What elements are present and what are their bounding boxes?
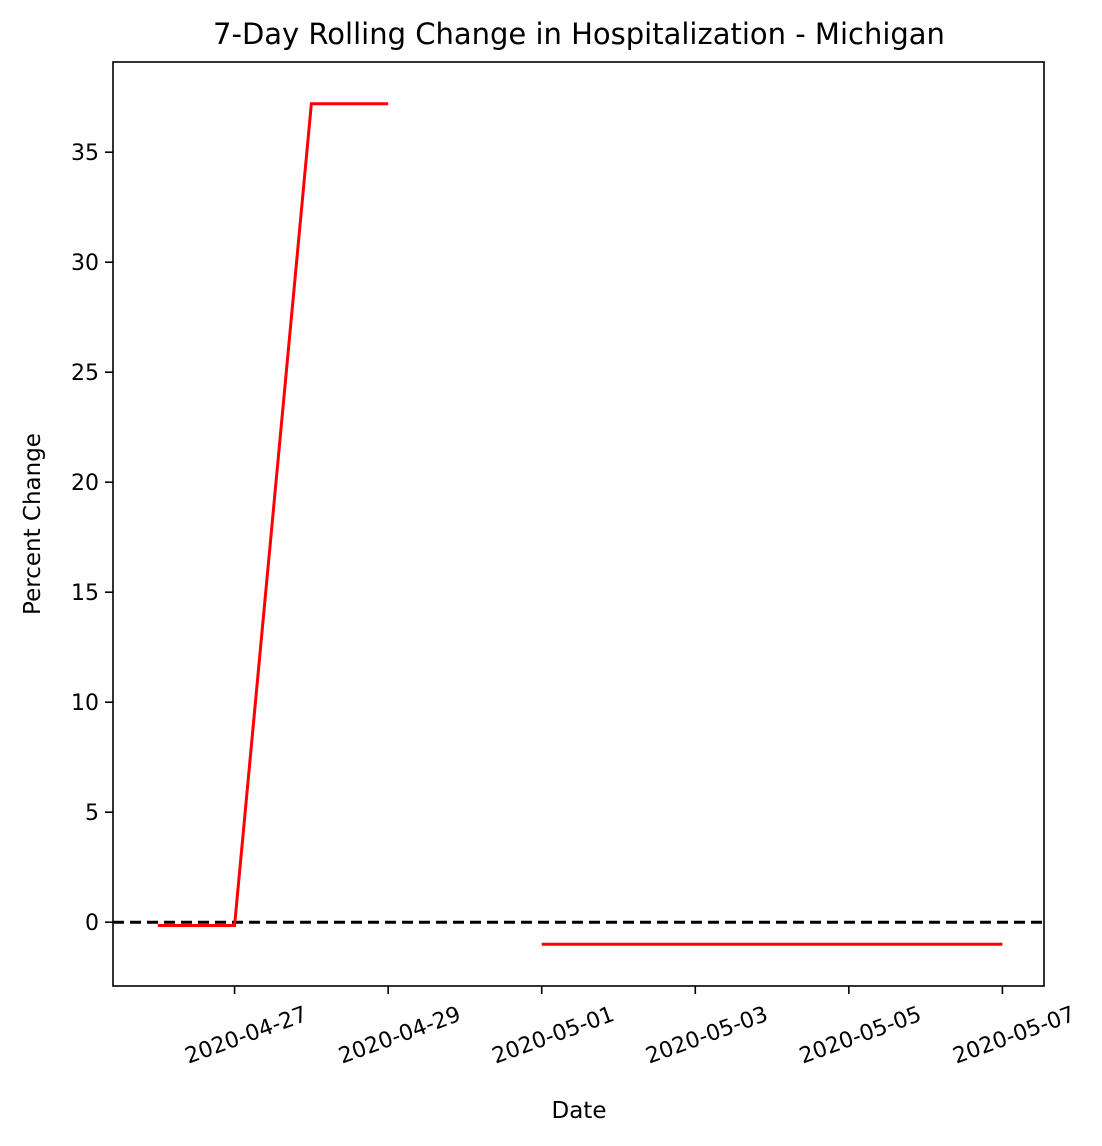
plot-frame: [112, 61, 1045, 987]
x-tick-label: 2020-05-07: [950, 1002, 1079, 1069]
y-axis: 0 5 10 15 20 25 30 35: [71, 141, 113, 936]
x-axis: 2020-04-27 2020-04-29 2020-05-01 2020-05-03…: [182, 986, 1079, 1069]
x-tick-label: 2020-05-03: [643, 1002, 772, 1069]
y-tick-label: 35: [71, 141, 99, 166]
x-tick-label: 2020-04-29: [335, 1002, 464, 1069]
y-tick-label: 0: [85, 911, 99, 936]
chart-title: 7-Day Rolling Change in Hospitalization …: [213, 17, 945, 51]
plot-area: [113, 102, 1044, 946]
y-tick-label: 25: [71, 361, 99, 386]
x-tick-label: 2020-05-05: [796, 1002, 925, 1069]
y-axis-label: Percent Change: [20, 433, 46, 615]
x-tick-label: 2020-04-27: [182, 1002, 311, 1069]
x-tick-label: 2020-05-01: [489, 1002, 618, 1069]
y-tick-label: 5: [85, 801, 99, 826]
x-axis-label: Date: [552, 1098, 607, 1124]
y-tick-label: 10: [71, 691, 99, 716]
y-tick-label: 20: [71, 471, 99, 496]
y-tick-label: 15: [71, 581, 99, 606]
series-line-segment: [157, 102, 389, 927]
y-tick-label: 30: [71, 251, 99, 276]
